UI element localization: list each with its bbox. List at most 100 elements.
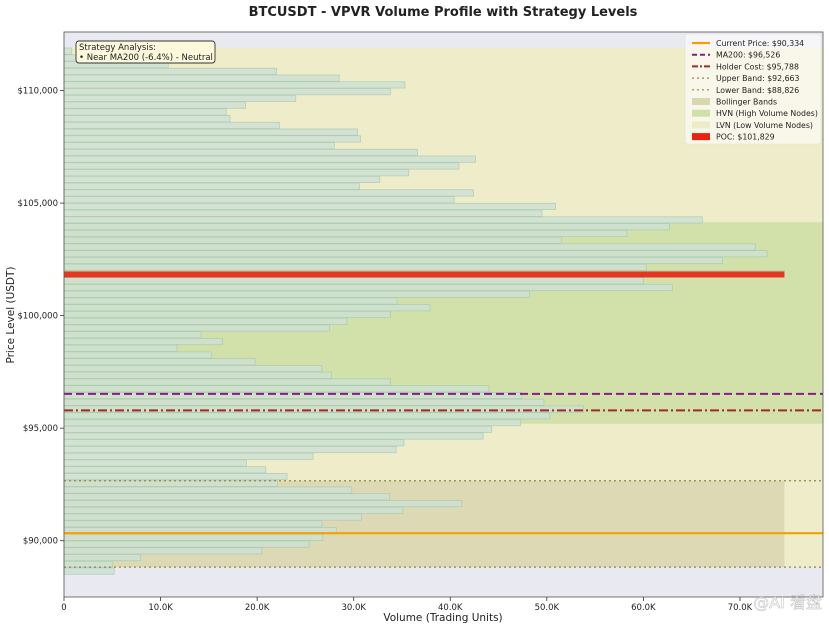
volume-bar [63, 101, 246, 109]
volume-bar [63, 513, 362, 521]
x-tick-label: 70.0K [728, 603, 753, 613]
volume-bar [63, 418, 522, 427]
x-tick-label: 50.0K [535, 603, 560, 613]
volume-bar [63, 358, 256, 366]
volume-bar [63, 344, 178, 352]
y-tick-label: $110,000 [17, 87, 58, 97]
volume-bar [63, 446, 397, 454]
volume-bar [63, 364, 323, 373]
x-tick-label: 30.0K [341, 603, 366, 613]
legend-swatch [692, 109, 710, 117]
legend-label: Current Price: $90,334 [716, 39, 804, 48]
volume-bar [63, 337, 223, 346]
volume-bar [63, 439, 405, 447]
volume-bar [63, 452, 314, 460]
volume-bar [63, 290, 530, 298]
volume-bar [63, 412, 551, 420]
volume-bar [63, 263, 647, 271]
legend-box [684, 33, 822, 145]
legend-label: Upper Band: $92,663 [716, 74, 799, 83]
y-axis-label: Price Level (USDT) [5, 266, 17, 363]
legend-label: LVN (Low Volume Nodes) [716, 121, 813, 130]
volume-bar [63, 432, 484, 440]
volume-bar [63, 283, 673, 292]
volume-bar [63, 466, 267, 474]
strategy-annotation: Strategy Analysis: • Near MA200 (-6.4%) … [75, 40, 216, 64]
volume-bar [63, 378, 391, 386]
volume-bar [63, 74, 340, 82]
volume-bar [63, 371, 332, 379]
volume-bar [63, 473, 288, 481]
volume-bar [63, 128, 358, 136]
volume-bar [63, 506, 404, 514]
volume-bar [63, 486, 353, 494]
volume-bar [63, 142, 335, 150]
y-tick-label: $105,000 [17, 199, 58, 209]
volume-bar [63, 189, 474, 197]
volume-bar [63, 567, 115, 575]
volume-bar [63, 243, 756, 251]
volume-bar [63, 250, 768, 258]
volume-bar [63, 277, 644, 285]
volume-bar [63, 459, 247, 467]
legend-label: POC: $101,829 [716, 133, 775, 142]
volume-bar [63, 351, 213, 359]
x-tick-label: 10.0K [148, 603, 173, 613]
volume-bar [63, 493, 390, 501]
volume-bar [63, 554, 141, 562]
legend-swatch [692, 133, 710, 141]
volume-bar [63, 297, 398, 305]
volume-bar [63, 500, 463, 508]
volume-bar [63, 425, 493, 433]
volume-bar [63, 47, 73, 55]
volume-bar [63, 121, 280, 129]
volume-bar [63, 236, 562, 244]
volume-bar [63, 108, 227, 116]
volume-bar [63, 331, 202, 339]
volume-bar [63, 148, 418, 156]
volume-bar [63, 547, 263, 555]
legend-label: HVN (High Volume Nodes) [716, 109, 818, 118]
volume-bar [63, 202, 556, 211]
volume-bar [63, 540, 310, 548]
volume-bar [63, 520, 323, 528]
x-tick-label: 60.0K [631, 603, 656, 613]
volume-bar [63, 135, 361, 143]
volume-bar [63, 67, 277, 75]
legend-label: Lower Band: $88,826 [716, 86, 799, 95]
volume-bar [63, 324, 330, 332]
x-tick-label: 40.0K [438, 603, 463, 613]
volume-bar [63, 385, 490, 393]
volume-bar [63, 216, 703, 224]
volume-bar [63, 115, 231, 123]
watermark: @AI 看盘 [753, 593, 822, 612]
poc-bar [64, 271, 785, 278]
volume-bar [63, 81, 406, 89]
x-tick-label: 0 [61, 603, 66, 613]
legend-label: Bollinger Bands [716, 98, 777, 107]
annotation-line: • Near MA200 (-6.4%) - Neutral [79, 53, 213, 63]
volume-bar [63, 88, 391, 96]
x-axis-label: Volume (Trading Units) [383, 612, 502, 624]
volume-bar [63, 223, 670, 231]
volume-bar [63, 229, 628, 238]
volume-bar [63, 256, 723, 265]
volume-bar [63, 398, 545, 406]
annotation-box [75, 40, 216, 64]
legend-swatch [692, 121, 710, 129]
volume-bar [63, 175, 381, 183]
chart-title: BTCUSDT - VPVR Volume Profile with Strat… [249, 5, 638, 20]
volume-bar [63, 533, 324, 541]
legend-label: Holder Cost: $95,788 [716, 62, 799, 71]
legend: Current Price: $90,334 MA200: $96,526 Hold… [684, 33, 822, 145]
volume-bar [63, 317, 348, 325]
y-tick-label: $90,000 [23, 537, 58, 547]
plot-frame [63, 31, 824, 598]
volume-bar [63, 196, 455, 204]
volume-bar [63, 304, 431, 312]
x-tick-label: 20.0K [245, 603, 270, 613]
legend-swatch [692, 98, 710, 105]
y-tick-label: $100,000 [17, 312, 58, 322]
